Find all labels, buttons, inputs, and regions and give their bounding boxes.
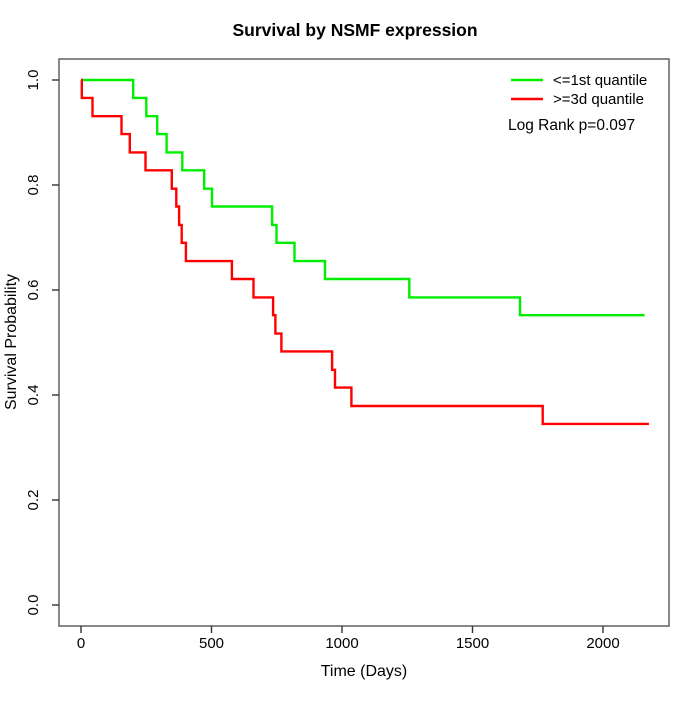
chart-title: Survival by NSMF expression xyxy=(232,20,477,40)
x-tick-label: 2000 xyxy=(586,635,619,652)
legend-label-high-quantile: >=3d quantile xyxy=(553,91,644,108)
y-tick-label: 0.6 xyxy=(25,280,42,301)
y-tick-label: 0.2 xyxy=(25,490,42,511)
x-tick-label: 1000 xyxy=(325,635,358,652)
x-tick-label: 1500 xyxy=(456,635,489,652)
y-tick-label: 0.8 xyxy=(25,175,42,196)
x-axis-label: Time (Days) xyxy=(321,663,408,680)
legend-label-low-quantile: <=1st quantile xyxy=(553,72,647,89)
x-tick-label: 500 xyxy=(199,635,224,652)
logrank-pvalue-annotation: Log Rank p=0.097 xyxy=(508,117,635,134)
x-tick-label: 0 xyxy=(77,635,85,652)
axis-ticks: 0 500 1000 1500 2000 0.0 0.2 0.4 0.6 0.8 1.0 xyxy=(25,70,620,652)
km-curves xyxy=(80,78,649,426)
y-tick-label: 1.0 xyxy=(25,70,42,91)
km-curve-low-quantile xyxy=(81,78,645,317)
y-axis-label: Survival Probability xyxy=(3,274,20,410)
km-curve-high-quantile xyxy=(80,78,649,426)
y-tick-label: 0.4 xyxy=(25,385,42,406)
legend: <=1st quantile >=3d quantile Log Rank p=… xyxy=(508,72,647,134)
y-tick-label: 0.0 xyxy=(25,595,42,616)
plot-border xyxy=(58,58,670,627)
